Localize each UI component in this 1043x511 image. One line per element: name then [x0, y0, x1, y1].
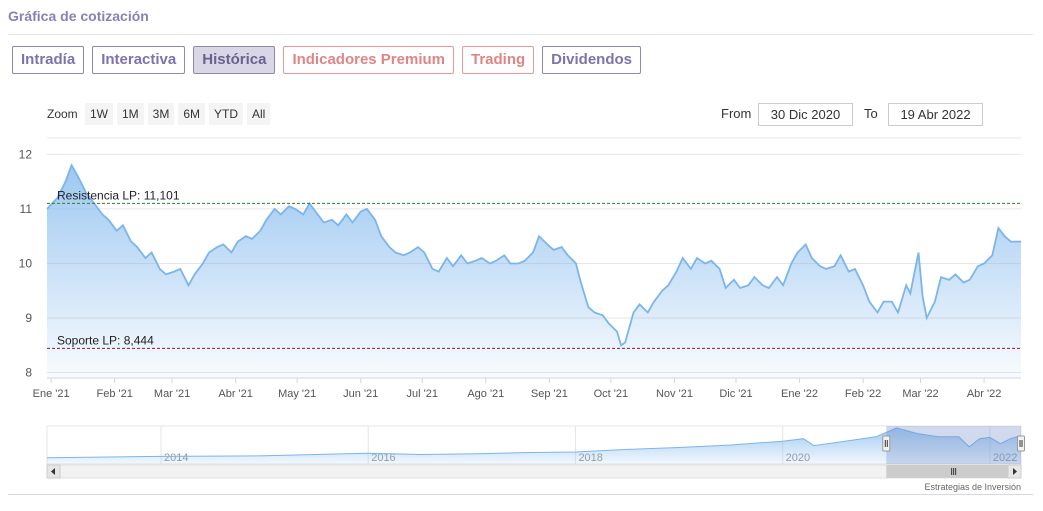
zoom-label: Zoom — [47, 107, 78, 121]
y-tick-label: 8 — [25, 366, 32, 380]
y-tick-label: 12 — [19, 147, 33, 161]
support-label: Soporte LP: 8,444 — [57, 333, 154, 347]
zoom-1m-button[interactable]: 1M — [117, 103, 144, 125]
zoom-all-button[interactable]: All — [247, 103, 271, 125]
x-tick-label: Nov '21 — [656, 388, 693, 400]
navigator-frame — [46, 425, 1022, 465]
navigator-tick-label: 2020 — [786, 452, 810, 464]
x-tick-label: Ene '21 — [33, 388, 70, 400]
resistance-label: Resistencia LP: 11,101 — [57, 188, 180, 202]
zoom-1w-button[interactable]: 1W — [85, 103, 113, 125]
x-tick-label: Feb '22 — [845, 388, 881, 400]
from-label: From — [721, 106, 752, 121]
navigator-area — [47, 427, 1021, 464]
x-tick-label: Ago '21 — [467, 388, 504, 400]
y-tick-label: 10 — [19, 256, 33, 270]
tab-indicadores-premium[interactable]: Indicadores Premium — [283, 46, 454, 74]
to-date-input[interactable]: 19 Abr 2022 — [888, 103, 983, 126]
navigator-selection — [886, 426, 1021, 464]
navigator-tick-label: 2022 — [993, 452, 1017, 464]
price-area — [47, 165, 1021, 378]
zoom-buttons: 1W 1M 3M 6M YTD All — [85, 103, 271, 125]
x-tick-label: Oct '21 — [594, 388, 629, 400]
navigator-handle-right — [1017, 435, 1025, 452]
x-tick-label: Jul '21 — [407, 388, 438, 400]
y-tick-label: 9 — [25, 311, 32, 325]
x-tick-label: Dic '21 — [719, 388, 752, 400]
zoom-6m-button[interactable]: 6M — [178, 103, 206, 125]
title-divider — [8, 34, 1033, 35]
zoom-ytd-button[interactable]: YTD — [209, 103, 244, 125]
y-tick-label: 11 — [20, 202, 33, 216]
to-label: To — [864, 106, 878, 121]
navigator-tick-label: 2018 — [578, 452, 602, 464]
tab-interactiva[interactable]: Interactiva — [92, 46, 186, 74]
tab-trading[interactable]: Trading — [462, 46, 535, 74]
x-tick-label: Mar '21 — [154, 388, 190, 400]
x-tick-label: Mar '22 — [902, 388, 938, 400]
x-tick-label: Feb '21 — [96, 388, 132, 400]
scroll-right-arrow-icon — [1013, 468, 1017, 475]
chart-credit: Estrategias de Inversión — [924, 482, 1021, 492]
scroll-left-arrow-icon — [51, 468, 55, 475]
bottom-divider — [8, 494, 1033, 495]
x-tick-label: May '21 — [278, 388, 316, 400]
x-tick-label: Ene '22 — [781, 388, 818, 400]
from-date-input[interactable]: 30 Dic 2020 — [758, 103, 853, 126]
scrollbar-track — [46, 464, 1022, 479]
x-tick-label: Abr '21 — [218, 388, 253, 400]
x-tick-label: Abr '22 — [967, 388, 1002, 400]
navigator-tick-label: 2014 — [164, 452, 188, 464]
tab-historica[interactable]: Histórica — [193, 46, 276, 74]
zoom-3m-button[interactable]: 3M — [147, 103, 175, 125]
page-title: Gráfica de cotización — [8, 8, 149, 24]
x-tick-label: Jun '21 — [343, 388, 378, 400]
price-line — [46, 163, 1021, 347]
navigator-tick-label: 2016 — [371, 452, 395, 464]
scrollbar-thumb — [886, 465, 1021, 478]
navigator-handle-left — [882, 435, 891, 452]
tab-dividendos[interactable]: Dividendos — [542, 46, 642, 74]
scrollbar-left-button — [46, 464, 61, 479]
tab-intradia[interactable]: Intradía — [12, 46, 85, 74]
scrollbar-right-button — [1007, 464, 1022, 479]
x-tick-label: Sep '21 — [531, 388, 568, 400]
chart-tabs: Intradía Interactiva Histórica Indicador… — [12, 46, 642, 74]
navigator-line — [46, 427, 1022, 459]
